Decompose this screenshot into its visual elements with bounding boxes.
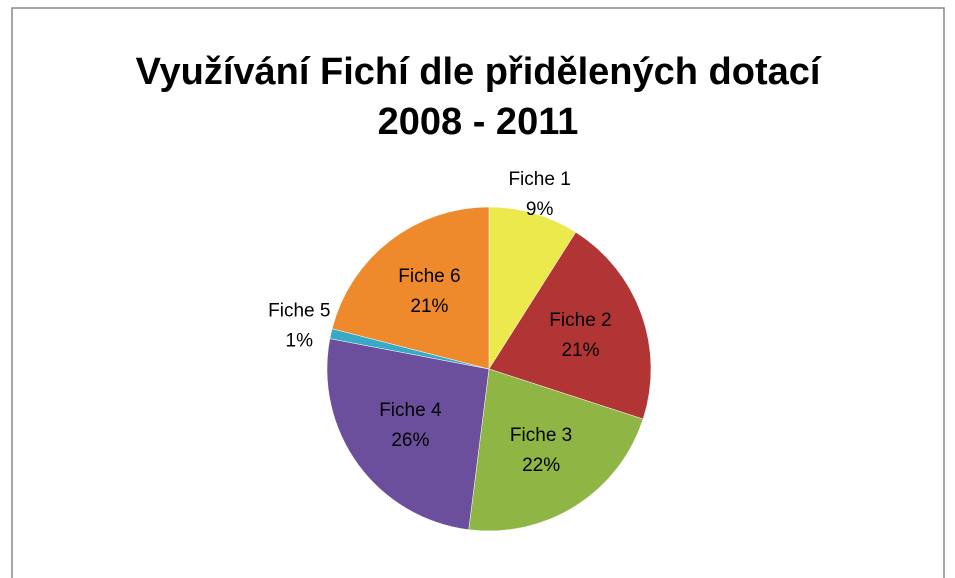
slice-label: Fiche 2 [549, 310, 611, 331]
pie-slice [488, 206, 577, 370]
slice-value-label: 21% [561, 340, 599, 361]
slice-label: Fiche 4 [379, 400, 442, 421]
slice-value-label: 21% [410, 296, 448, 317]
slice-value-label: 26% [391, 430, 429, 451]
pie-slice [488, 231, 652, 420]
chart-title: 2008 - 2011 [378, 101, 579, 143]
pie-slice [468, 368, 644, 532]
slice-label: Fiche 6 [398, 266, 460, 287]
slice-label: Fiche 5 [268, 301, 330, 322]
pie-slice [331, 206, 490, 370]
slice-label: Fiche 3 [510, 425, 572, 446]
pie-slice [326, 338, 490, 531]
slice-label: Fiche 1 [508, 169, 570, 190]
slice-value-label: 1% [286, 331, 314, 352]
chart-title: Využívání Fichí dle přidělených dotací [136, 51, 822, 93]
slice-value-label: 9% [526, 199, 554, 220]
slice-value-label: 22% [522, 455, 560, 476]
